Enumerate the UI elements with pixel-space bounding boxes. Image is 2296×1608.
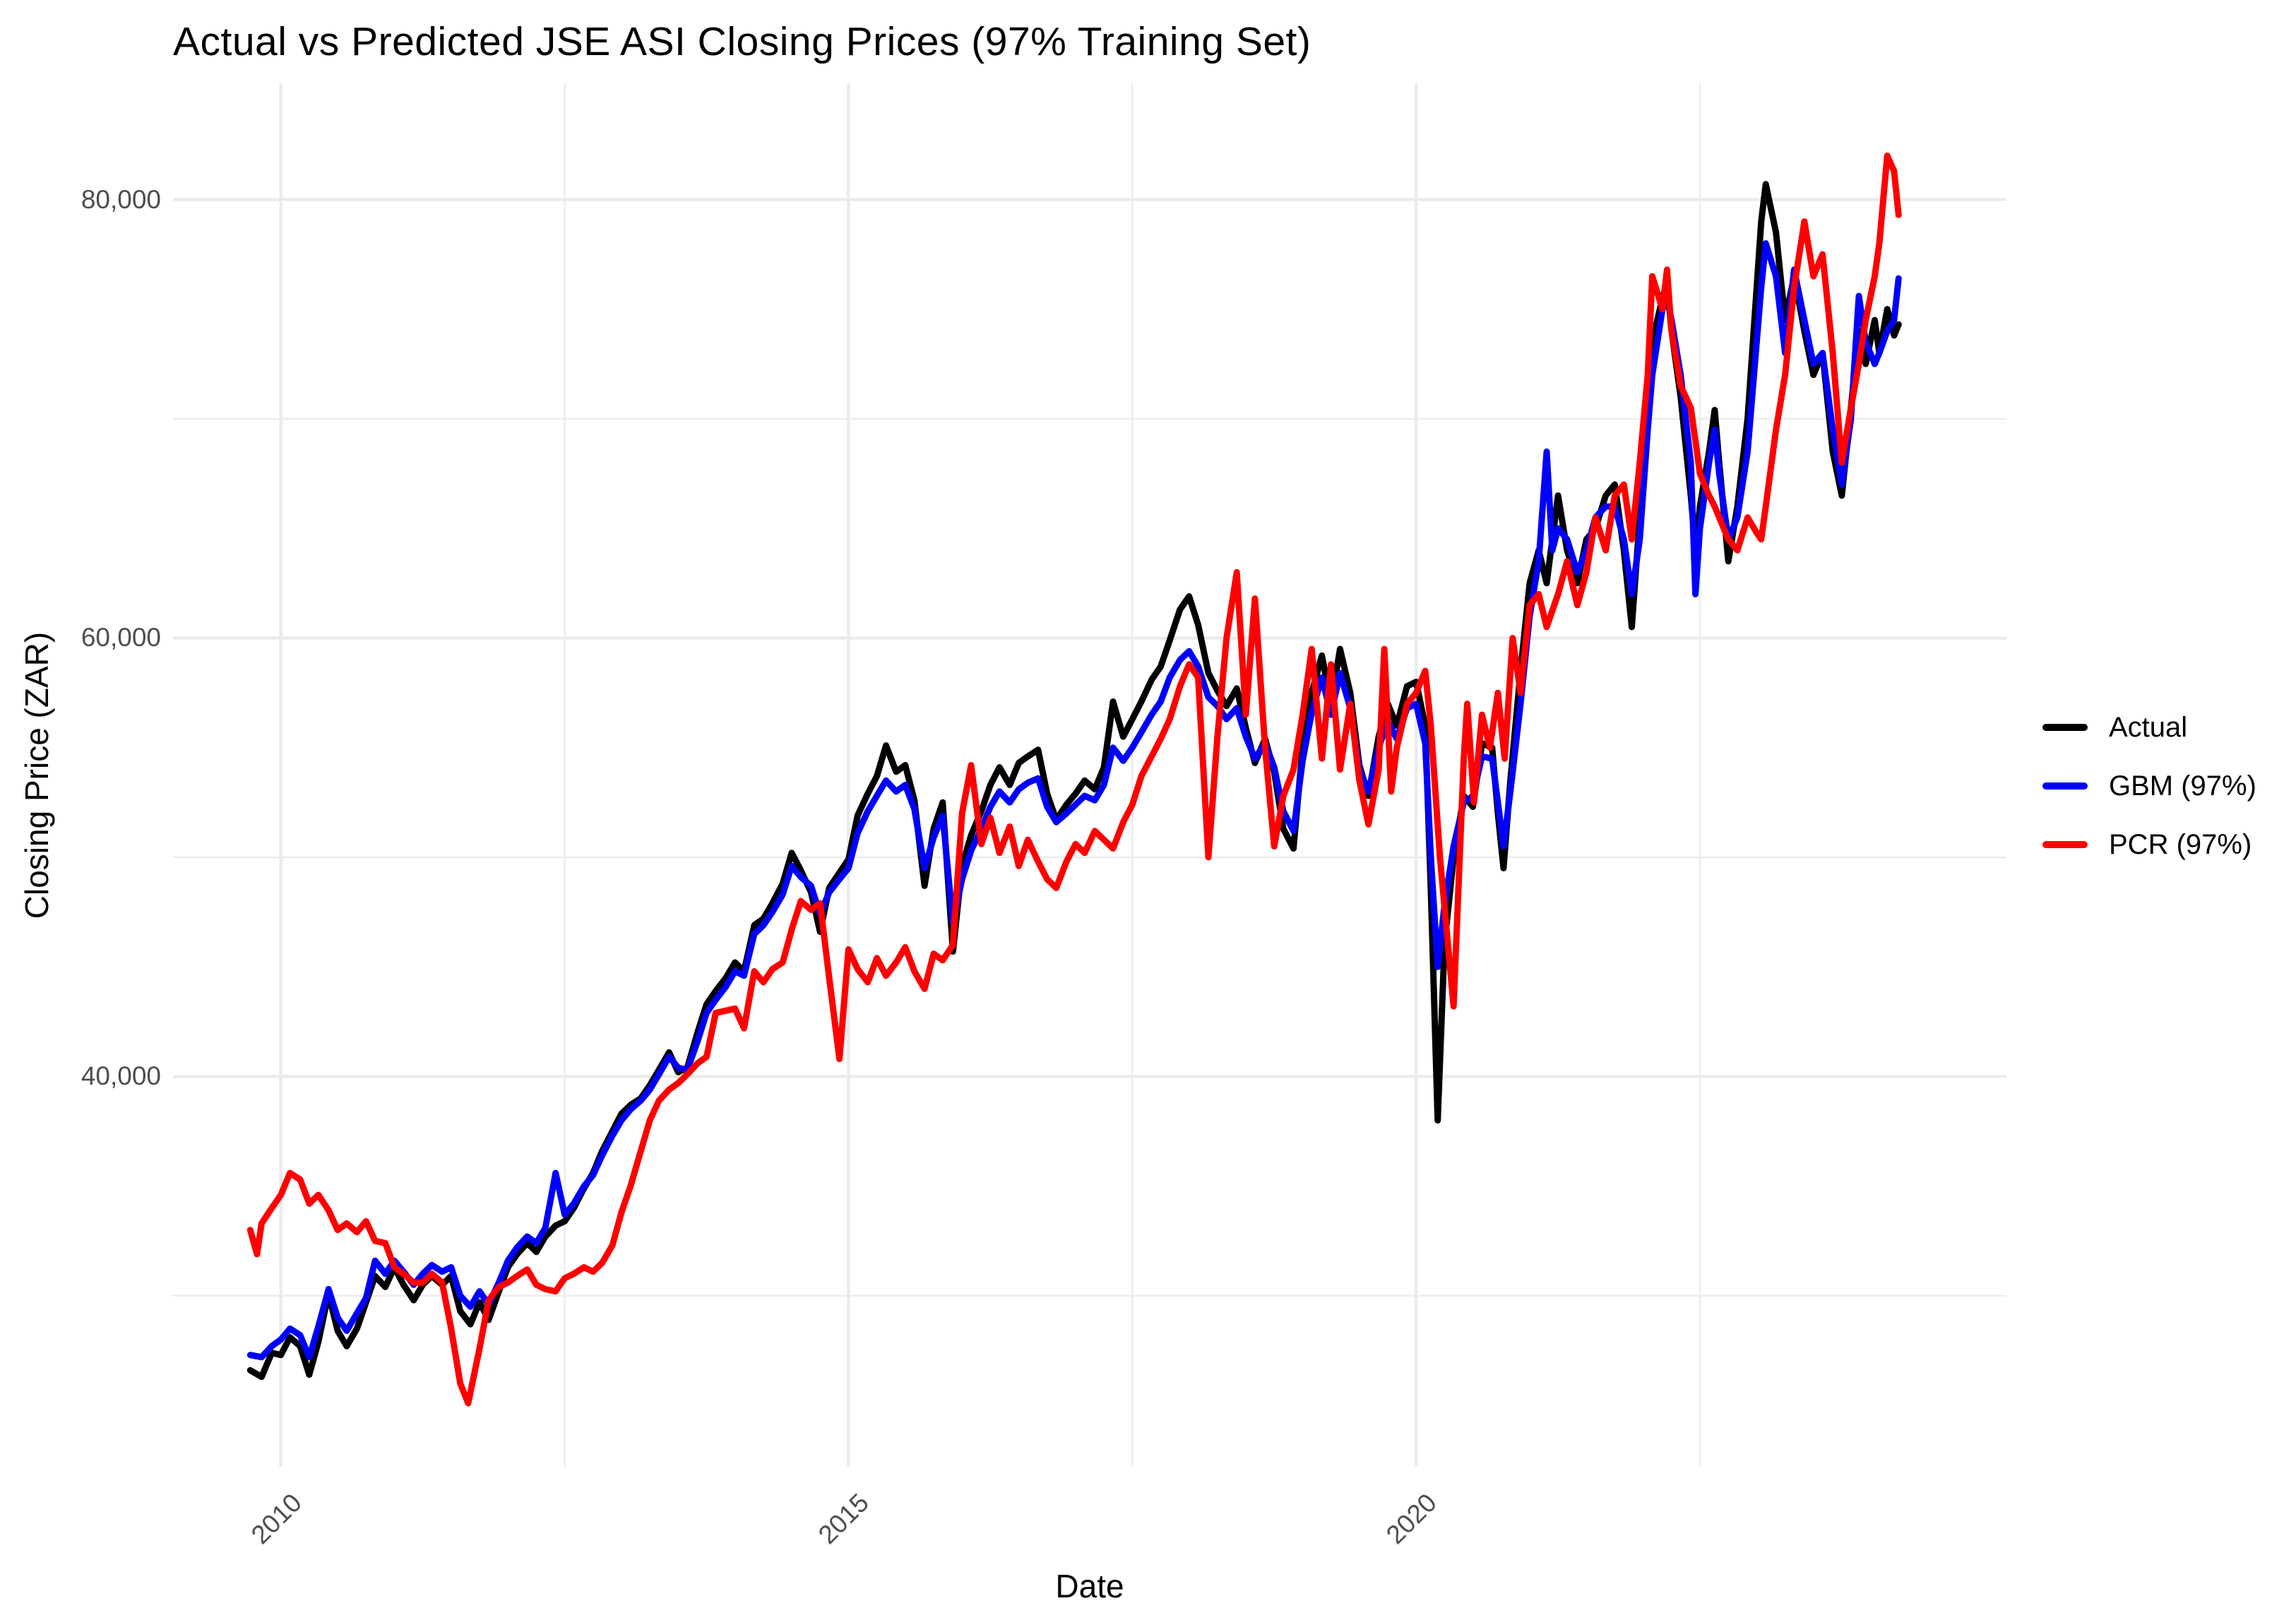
series-line-pcr-97 [246,153,1902,1407]
legend-item-actual: Actual [2042,712,2256,744]
gbm-line-swatch-icon [2042,782,2088,790]
legend: Actual GBM (97%) PCR (97%) [2042,712,2256,861]
legend-item-pcr: PCR (97%) [2042,829,2256,861]
y-tick-label-40000: 40,000 [81,1061,161,1091]
actual-line-swatch-icon [2042,724,2088,731]
legend-item-gbm: GBM (97%) [2042,770,2256,802]
series-line-gbm-97 [246,240,1902,1361]
pcr-line-swatch-icon [2042,841,2088,848]
legend-label-pcr: PCR (97%) [2109,828,2252,860]
x-axis-title: Date [1055,1568,1124,1604]
legend-label-gbm: GBM (97%) [2109,770,2256,802]
y-axis-title: Closing Price (ZAR) [18,631,55,919]
legend-label-actual: Actual [2109,711,2188,743]
y-tick-label-80000: 80,000 [81,184,161,214]
y-tick-label-60000: 60,000 [81,623,161,653]
chart-title: Actual vs Predicted JSE ASI Closing Pric… [173,19,1311,64]
